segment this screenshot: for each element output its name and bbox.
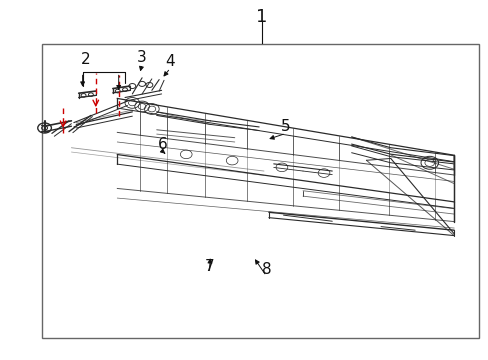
Text: 1: 1 xyxy=(255,8,267,26)
Text: 3: 3 xyxy=(137,50,147,65)
Text: 7: 7 xyxy=(204,259,214,274)
Text: 4: 4 xyxy=(165,54,175,69)
Text: 2: 2 xyxy=(81,52,91,67)
Text: 6: 6 xyxy=(158,138,167,152)
Text: 8: 8 xyxy=(261,262,271,277)
Text: 5: 5 xyxy=(281,120,290,134)
Bar xyxy=(42,44,478,338)
